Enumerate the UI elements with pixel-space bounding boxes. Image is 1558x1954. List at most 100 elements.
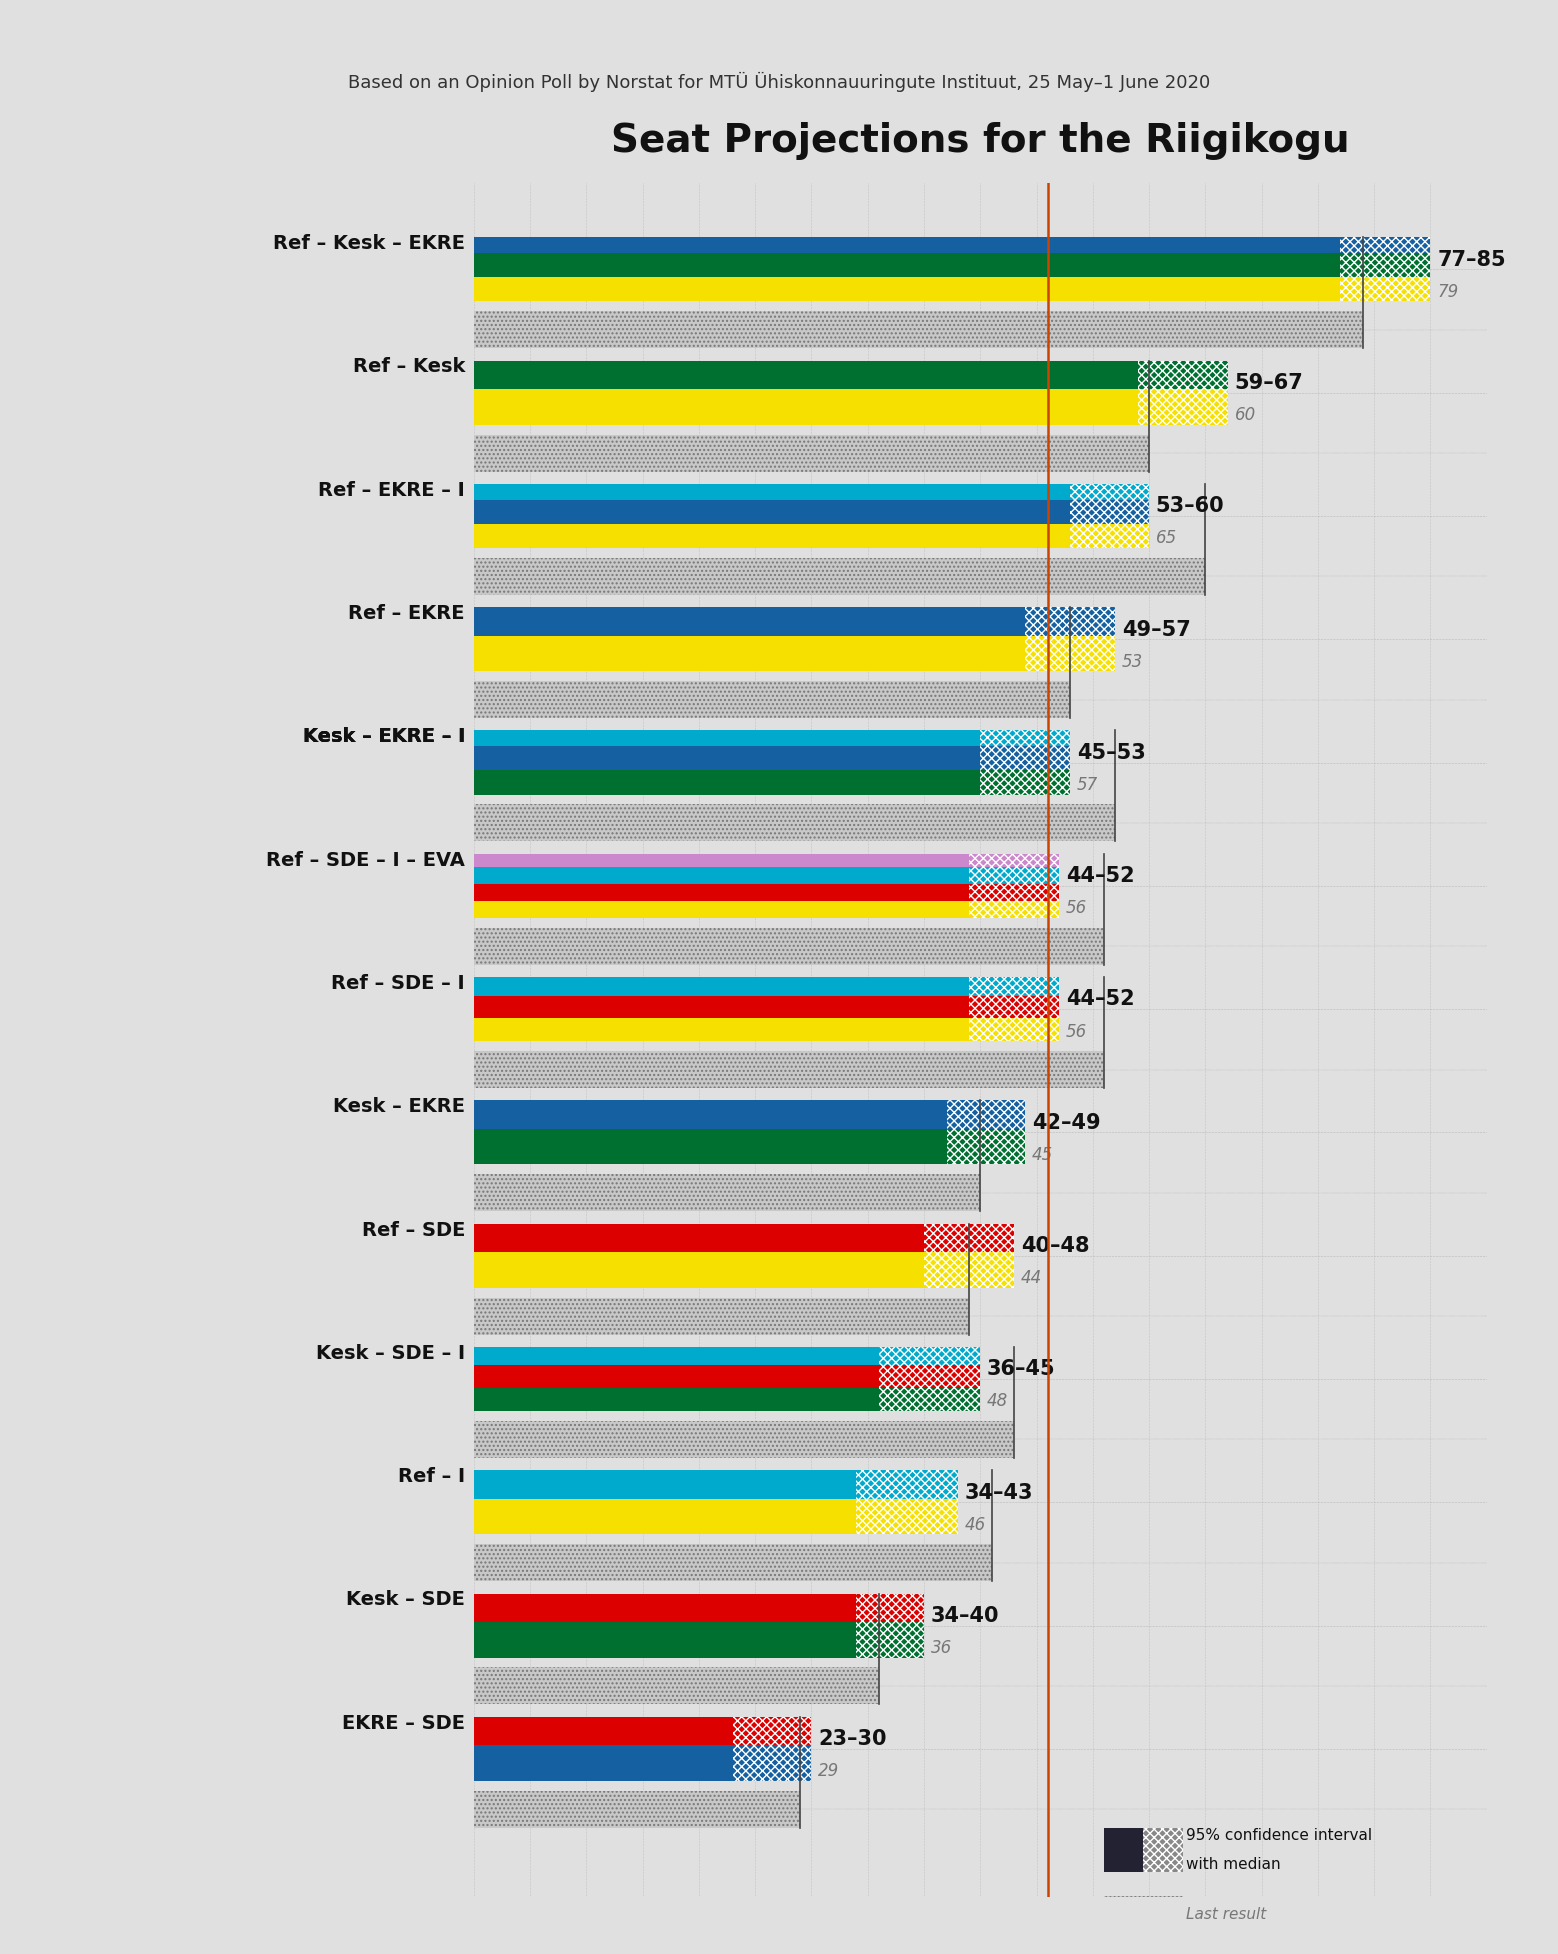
Bar xyxy=(879,1346,980,1366)
Bar xyxy=(474,635,1025,672)
Bar xyxy=(474,1366,879,1387)
Bar xyxy=(1070,524,1150,547)
Text: 48: 48 xyxy=(988,1393,1008,1411)
Bar xyxy=(879,1387,980,1411)
Bar xyxy=(1025,635,1116,672)
Text: 45: 45 xyxy=(1031,1145,1053,1165)
Text: 36–45: 36–45 xyxy=(988,1360,1056,1380)
Bar xyxy=(474,682,1070,719)
Bar xyxy=(474,770,980,795)
Bar xyxy=(474,252,1340,277)
Text: Ref – SDE – I – EVA: Ref – SDE – I – EVA xyxy=(266,850,464,870)
Bar xyxy=(1137,389,1228,424)
Text: 45–53: 45–53 xyxy=(1077,743,1145,762)
Text: 57: 57 xyxy=(1077,776,1098,793)
Bar xyxy=(474,1051,1105,1088)
Bar xyxy=(474,500,1070,524)
Bar xyxy=(474,883,969,901)
Bar xyxy=(474,1129,947,1165)
Text: 46: 46 xyxy=(964,1516,986,1534)
Text: 44–52: 44–52 xyxy=(1066,866,1134,887)
Bar xyxy=(474,901,969,918)
Bar xyxy=(969,1018,1059,1041)
Text: 53: 53 xyxy=(1122,653,1144,670)
Bar xyxy=(980,746,1070,770)
Bar xyxy=(857,1622,924,1657)
Text: Ref – Kesk: Ref – Kesk xyxy=(352,358,464,377)
Bar xyxy=(732,1718,812,1745)
Bar xyxy=(947,1129,1025,1165)
Bar xyxy=(980,731,1070,746)
Bar xyxy=(924,1253,1014,1288)
Bar xyxy=(1105,1895,1183,1933)
Bar xyxy=(474,1622,857,1657)
Bar xyxy=(474,1223,924,1253)
Bar xyxy=(474,928,1105,965)
Bar xyxy=(474,485,1070,500)
Bar xyxy=(1070,485,1150,500)
Text: 60: 60 xyxy=(1234,406,1256,424)
Bar xyxy=(980,770,1070,795)
Bar xyxy=(1025,608,1116,635)
Bar xyxy=(969,866,1059,883)
Bar xyxy=(1105,1895,1183,1933)
Text: Ref – SDE: Ref – SDE xyxy=(361,1221,464,1239)
Text: Kesk – EKRE: Kesk – EKRE xyxy=(333,1098,464,1116)
Bar xyxy=(1144,1827,1183,1872)
Text: 53–60: 53–60 xyxy=(1156,496,1225,516)
Bar xyxy=(1025,635,1116,672)
Bar xyxy=(969,883,1059,901)
Bar xyxy=(1340,277,1430,301)
Bar xyxy=(969,1018,1059,1041)
Bar xyxy=(969,901,1059,918)
Bar xyxy=(969,995,1059,1018)
Bar xyxy=(474,995,969,1018)
Bar xyxy=(474,311,1363,348)
Bar xyxy=(474,1174,980,1211)
Bar xyxy=(732,1745,812,1780)
Bar xyxy=(474,277,1340,301)
Bar xyxy=(474,1421,1014,1458)
Bar xyxy=(474,746,980,770)
Bar xyxy=(857,1622,924,1657)
Bar xyxy=(474,557,1206,594)
Text: Ref – SDE – I: Ref – SDE – I xyxy=(332,973,464,993)
Bar xyxy=(969,977,1059,995)
Bar xyxy=(474,1051,1105,1088)
Bar xyxy=(879,1387,980,1411)
Bar xyxy=(474,608,1025,635)
Bar xyxy=(1340,236,1430,252)
Bar xyxy=(474,805,1116,842)
Bar xyxy=(732,1718,812,1745)
Text: 79: 79 xyxy=(1436,283,1458,301)
Bar xyxy=(474,434,1150,471)
Text: 59–67: 59–67 xyxy=(1234,373,1304,393)
Bar xyxy=(1340,252,1430,277)
Text: 77–85: 77–85 xyxy=(1436,250,1505,270)
Bar xyxy=(1137,361,1228,389)
Text: Kesk – EKRE – I: Kesk – EKRE – I xyxy=(302,727,464,746)
Bar xyxy=(1340,236,1430,252)
Bar xyxy=(474,389,1137,424)
Text: Ref – EKRE – I: Ref – EKRE – I xyxy=(318,481,464,500)
Text: 56: 56 xyxy=(1066,899,1087,916)
Bar xyxy=(947,1100,1025,1129)
Text: 29: 29 xyxy=(818,1763,840,1780)
Bar xyxy=(969,901,1059,918)
Bar xyxy=(474,434,1150,471)
Bar xyxy=(969,883,1059,901)
Bar xyxy=(980,770,1070,795)
Text: 65: 65 xyxy=(1156,530,1178,547)
Text: 34–40: 34–40 xyxy=(930,1606,999,1626)
Bar xyxy=(474,731,980,746)
Text: 95% confidence interval: 95% confidence interval xyxy=(1186,1827,1373,1843)
Bar xyxy=(1105,1827,1144,1872)
Bar xyxy=(969,854,1059,866)
Bar xyxy=(1340,252,1430,277)
Bar xyxy=(980,731,1070,746)
Bar xyxy=(879,1346,980,1366)
Bar xyxy=(857,1594,924,1622)
Bar xyxy=(474,557,1206,594)
Text: Ref – I: Ref – I xyxy=(397,1467,464,1487)
Bar xyxy=(857,1594,924,1622)
